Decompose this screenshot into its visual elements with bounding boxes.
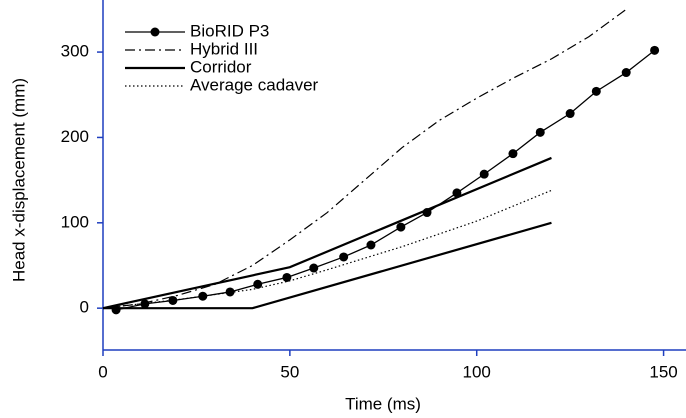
marker (140, 299, 150, 309)
x-axis-label: Time (ms) (345, 394, 421, 413)
legend-label: BioRID P3 (190, 21, 269, 40)
marker (650, 45, 660, 55)
marker (309, 263, 319, 273)
marker (621, 68, 631, 78)
corridor-bound (103, 221, 552, 310)
marker (479, 169, 489, 179)
legend-label: Hybrid III (190, 39, 258, 58)
y-tick-label: 100 (61, 212, 89, 231)
x-tick-label: 0 (98, 362, 107, 381)
marker (452, 188, 462, 198)
marker (396, 222, 406, 232)
legend-label: Corridor (190, 57, 252, 76)
marker (366, 240, 376, 250)
x-tick-label: 150 (649, 362, 677, 381)
marker (253, 279, 263, 289)
marker (565, 109, 575, 119)
marker (535, 127, 545, 137)
marker (168, 295, 178, 305)
corridor-bound (102, 156, 552, 310)
marker (339, 252, 349, 262)
x-tick-label: 100 (463, 362, 491, 381)
y-axis-label: Head x-displacement (mm) (9, 78, 28, 282)
legend-marker (150, 27, 160, 37)
y-tick-label: 200 (61, 127, 89, 146)
x-tick-label: 50 (280, 362, 299, 381)
marker (282, 272, 292, 282)
marker (591, 86, 601, 96)
series-line (102, 8, 627, 309)
series-line (102, 189, 552, 309)
marker (508, 149, 518, 159)
legend-label: Average cadaver (190, 75, 319, 94)
y-tick-label: 0 (80, 298, 89, 317)
y-tick-label: 300 (61, 42, 89, 61)
